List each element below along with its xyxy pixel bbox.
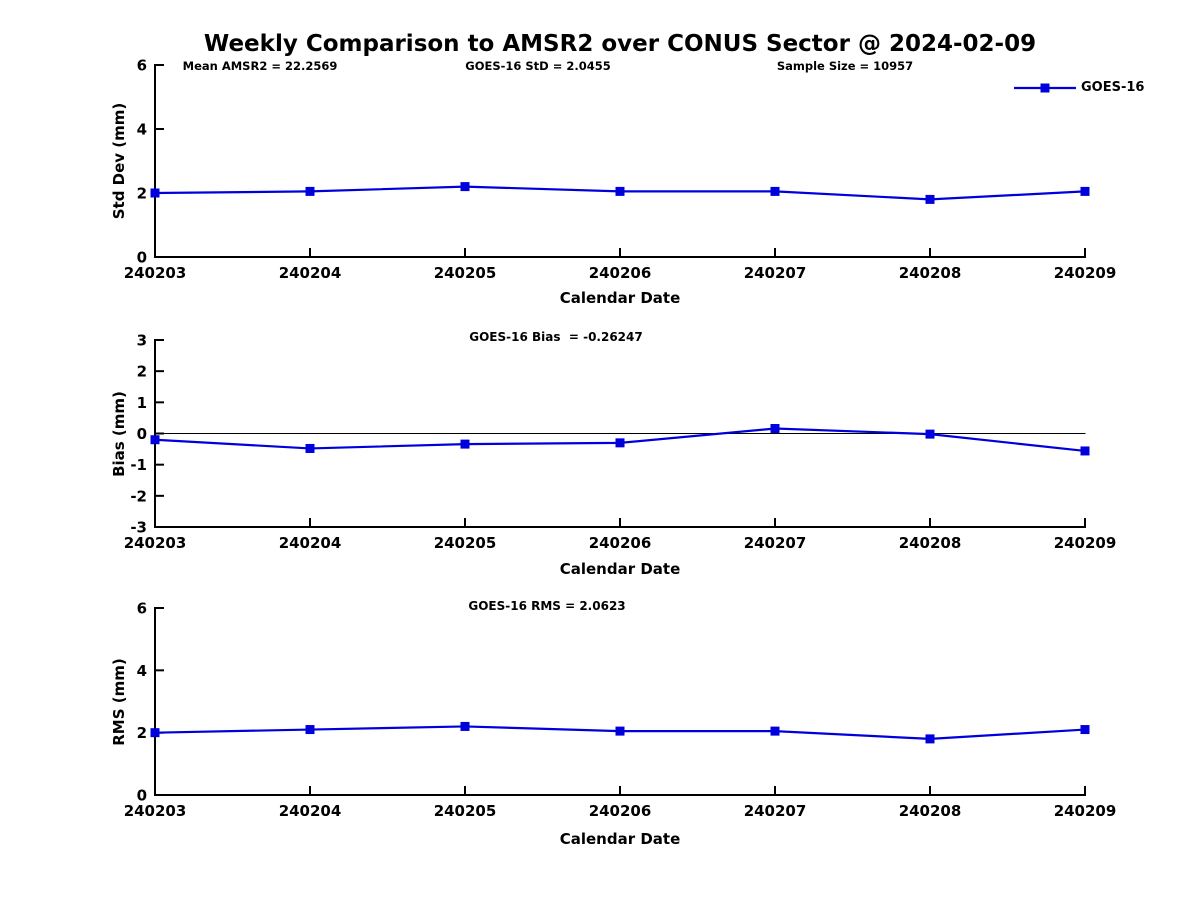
bias-xtick-label: 240205 (434, 534, 497, 552)
bias-data-marker (150, 435, 160, 445)
bias-panel: -3 -2 -1 0 1 2 3 240203 240204 240205 240206 240207… (124, 332, 1117, 553)
bias-ytick-label: 1 (137, 394, 147, 412)
rms-ytick-label: 2 (137, 724, 147, 742)
rms-data-marker (925, 734, 935, 744)
rms-data-marker (305, 725, 315, 735)
bias-xtick-label: 240207 (744, 534, 807, 552)
std-dev-data-marker (925, 194, 935, 204)
bias-ytick-label: -1 (130, 456, 147, 474)
bias-data-marker (305, 443, 315, 453)
std-dev-data-marker (150, 188, 160, 198)
std-dev-xtick-label: 240204 (279, 264, 342, 282)
rms-data-marker (460, 721, 470, 731)
bias-xtick-label: 240204 (279, 534, 342, 552)
annotation-goes16-std: GOES-16 StD = 2.0455 (465, 59, 611, 73)
std-dev-xtick-label: 240205 (434, 264, 497, 282)
rms-xtick-label: 240209 (1054, 802, 1117, 820)
figure-title: Weekly Comparison to AMSR2 over CONUS Se… (203, 31, 1037, 57)
bias-xtick-label: 240208 (899, 534, 962, 552)
bias-data-marker (770, 424, 780, 434)
bias-ytick-label: 0 (137, 425, 147, 443)
std-dev-ytick-label: 4 (137, 121, 147, 139)
std-dev-panel: 0 2 4 6 240203 240204 240205 240206 240207 240208… (124, 57, 1117, 283)
stddev-x-axis-label: Calendar Date (559, 289, 681, 307)
rms-data-marker (150, 728, 160, 738)
rms-x-axis-label: Calendar Date (559, 830, 681, 848)
bias-data-marker (1080, 446, 1090, 456)
rms-xtick-label: 240206 (589, 802, 652, 820)
annotation-sample-size: Sample Size = 10957 (776, 59, 914, 73)
legend-label: GOES-16 (1081, 80, 1145, 95)
std-dev-data-marker (770, 186, 780, 196)
std-dev-xtick-label: 240209 (1054, 264, 1117, 282)
bias-data-marker (925, 429, 935, 439)
bias-ytick-label: 2 (137, 363, 147, 381)
std-dev-data-marker (615, 186, 625, 196)
std-dev-ytick-label: 2 (137, 185, 147, 203)
std-dev-ytick-label: 0 (137, 249, 147, 267)
rms-ytick-label: 0 (137, 787, 147, 805)
rms-data-marker (1080, 725, 1090, 735)
std-dev-xtick-label: 240207 (744, 264, 807, 282)
rms-xtick-label: 240208 (899, 802, 962, 820)
bias-xtick-label: 240209 (1054, 534, 1117, 552)
std-dev-xtick-label: 240203 (124, 264, 187, 282)
bias-xtick-label: 240203 (124, 534, 187, 552)
bias-data-marker (460, 439, 470, 449)
bias-xtick-label: 240206 (589, 534, 652, 552)
std-dev-data-marker (305, 186, 315, 196)
std-dev-data-marker (460, 182, 470, 192)
rms-ytick-label: 6 (137, 600, 147, 618)
rms-ytick-label: 4 (137, 662, 147, 680)
rms-panel-title: GOES-16 RMS = 2.0623 (468, 599, 626, 613)
rms-data-marker (770, 726, 780, 736)
bias-x-axis-label: Calendar Date (559, 560, 681, 578)
legend-line-marker-icon (1014, 83, 1076, 93)
rms-xtick-label: 240203 (124, 802, 187, 820)
bias-ytick-label: -2 (130, 487, 147, 505)
rms-data-marker (615, 726, 625, 736)
rms-xtick-label: 240207 (744, 802, 807, 820)
legend: GOES-16 (1014, 80, 1144, 96)
bias-ytick-label: -3 (130, 519, 147, 537)
std-dev-xtick-label: 240206 (589, 264, 652, 282)
bias-ytick-label: 3 (137, 332, 147, 350)
bias-panel-title: GOES-16 Bias = -0.26247 (469, 330, 643, 344)
bias-data-marker (615, 438, 625, 448)
std-dev-ytick-label: 6 (137, 57, 147, 75)
std-dev-xtick-label: 240208 (899, 264, 962, 282)
rms-xtick-label: 240204 (279, 802, 342, 820)
annotation-mean-amsr2: Mean AMSR2 = 22.2569 (182, 59, 338, 73)
rms-xtick-label: 240205 (434, 802, 497, 820)
rms-panel: 0 2 4 6 240203 240204 240205 240206 240207 240208… (124, 600, 1117, 821)
std-dev-data-marker (1080, 186, 1090, 196)
